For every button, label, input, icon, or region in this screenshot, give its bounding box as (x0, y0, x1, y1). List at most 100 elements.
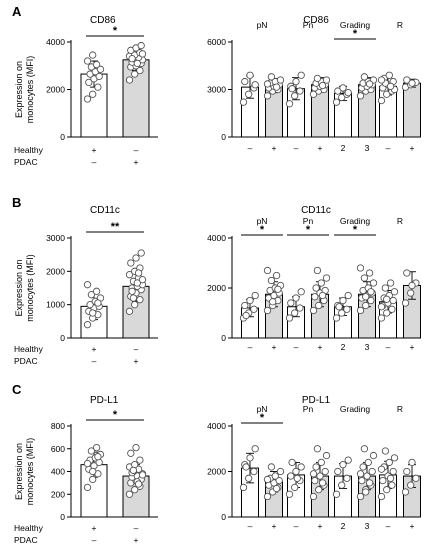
left-1-data-point (125, 490, 134, 498)
right-y-tick-label: 6000 (207, 37, 226, 47)
right-2-1-data-point (360, 274, 369, 282)
right-3-0-data-point (383, 295, 391, 303)
left-y-tick-label: 4000 (46, 37, 65, 47)
right-1-0-data-point (287, 472, 295, 480)
right-y-tick-label: 4000 (207, 421, 226, 431)
left-0-data-point (83, 57, 92, 65)
right-3-0-data-point (388, 481, 396, 489)
significance-label: * (260, 224, 265, 236)
right-1-1-data-point (313, 266, 322, 275)
subgroup-label: R (397, 404, 403, 414)
right-0-0-data-point (245, 474, 253, 482)
right-1-1-data-point (322, 451, 331, 460)
group-row-mark: + (134, 356, 139, 366)
left-1-data-point (128, 54, 136, 63)
left-1-data-point (128, 287, 136, 295)
right-3-0-data-point (381, 447, 390, 455)
subgroup-label: R (397, 216, 403, 226)
left-0-data-point (94, 299, 102, 307)
right-2-1-data-point (356, 492, 365, 501)
right-1-0-data-point (293, 474, 301, 482)
left-1-data-point (129, 294, 138, 302)
left-1-data-point (138, 471, 147, 479)
group-row-mark: – (92, 356, 97, 366)
right-0-1-data-point (272, 271, 281, 280)
right-3-1-data-point (408, 458, 416, 467)
right-3-0-data-point (381, 284, 390, 292)
left-1-data-point (125, 76, 134, 84)
right-1-0-data-point (291, 92, 299, 100)
right-1-1-data-point (322, 76, 331, 84)
category-label: – (386, 342, 391, 352)
right-0-0-data-point (246, 454, 254, 462)
subgroup-label: pN (257, 216, 268, 226)
right-0-0-data-point (241, 77, 249, 86)
right-1-1-data-point (311, 293, 319, 301)
left-0-data-point (85, 78, 93, 87)
right-1-0-data-point (296, 304, 304, 312)
left-y-tick-label: 800 (51, 421, 65, 431)
right-0-1-data-point (272, 484, 281, 493)
right-3-1-data-point (407, 289, 415, 297)
right-2-0-data-point (338, 93, 346, 102)
right-2-0-data-point (332, 490, 341, 498)
right-2-0-data-point (343, 305, 351, 313)
right-3-1-data-point (403, 76, 411, 84)
category-label: + (272, 521, 277, 531)
y-axis-label-line: monocytes (MFI) (25, 438, 35, 506)
right-0-0-data-point (251, 445, 259, 453)
right-3-0-data-point (390, 454, 399, 462)
right-1-1-data-point (318, 81, 327, 90)
right-2-1-data-point (356, 306, 365, 315)
right-2-0-data-point (339, 461, 347, 469)
left-1-data-point (127, 449, 135, 457)
group-row-label: PDAC (14, 356, 38, 366)
right-1-0-data-point (288, 458, 296, 467)
left-chart-title: CD11c (90, 205, 120, 216)
panel-letter: C (12, 382, 22, 397)
category-label: + (272, 342, 277, 352)
left-y-tick-label: 0 (60, 132, 65, 142)
right-0-0-data-point (241, 301, 249, 310)
right-2-1-data-point (359, 463, 367, 471)
category-label: – (248, 342, 253, 352)
left-1-data-point (136, 456, 144, 464)
category-label: + (318, 342, 323, 352)
right-3-0-data-point (389, 467, 397, 476)
left-y-tick-label: 2000 (46, 85, 65, 95)
right-2-1-data-point (368, 467, 376, 476)
right-3-1-data-point (407, 481, 415, 489)
left-0-data-point (89, 475, 97, 484)
right-3-0-data-point (379, 476, 387, 485)
right-0-1-data-point (263, 92, 272, 100)
right-2-0-data-point (339, 296, 347, 305)
right-chart-title: PD-L1 (302, 395, 331, 406)
right-2-1-data-point (363, 472, 371, 480)
right-1-1-data-point (318, 291, 327, 300)
left-1-data-point (132, 443, 140, 452)
left-0-data-point (83, 459, 92, 468)
right-y-tick-label: 0 (221, 132, 226, 142)
right-2-1-data-point (356, 92, 365, 100)
right-y-tick-label: 3000 (207, 85, 226, 95)
subgroup-label: Pn (303, 216, 314, 226)
group-row-mark: + (134, 157, 139, 167)
right-0-1-data-point (276, 76, 285, 84)
right-3-0-data-point (377, 314, 386, 322)
right-2-1-data-point (369, 279, 378, 287)
right-1-1-data-point (312, 284, 320, 292)
right-1-1-data-point (312, 463, 320, 471)
group-row-label: PDAC (14, 157, 38, 167)
right-0-1-data-point (274, 285, 282, 293)
left-0-data-point (89, 467, 97, 476)
right-0-1-data-point (272, 83, 281, 91)
left-0-data-point (87, 447, 96, 455)
right-1-0-data-point (297, 71, 305, 79)
right-0-1-data-point (271, 472, 279, 480)
subgroup-label: pN (257, 20, 268, 30)
left-1-data-point (127, 259, 135, 267)
right-3-1-data-point (401, 299, 410, 307)
right-2-1-data-point (367, 288, 375, 296)
right-3-0-data-point (385, 71, 393, 79)
